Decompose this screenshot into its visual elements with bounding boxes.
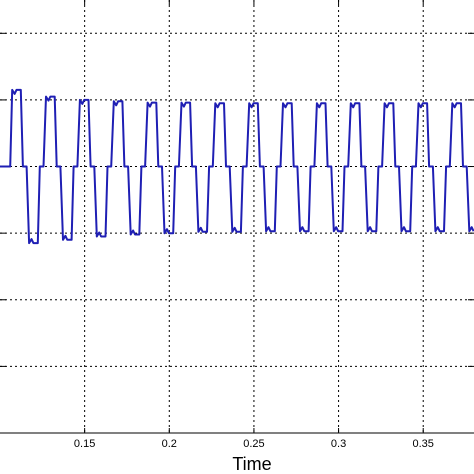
grid-lines: [0, 0, 474, 433]
series-line-layer: [0, 88, 474, 245]
x-axis-title: Time: [232, 454, 271, 474]
x-tick-label: 0.15: [74, 438, 95, 450]
x-tick-label: 0.2: [162, 438, 177, 450]
x-tick-label: 0.25: [243, 438, 264, 450]
x-tick-label: 0.35: [413, 438, 434, 450]
x-tick-label: 0.3: [331, 438, 346, 450]
x-tick-labels: 0.15 0.2 0.25 0.3 0.35: [74, 438, 434, 450]
series-line: [0, 88, 474, 245]
